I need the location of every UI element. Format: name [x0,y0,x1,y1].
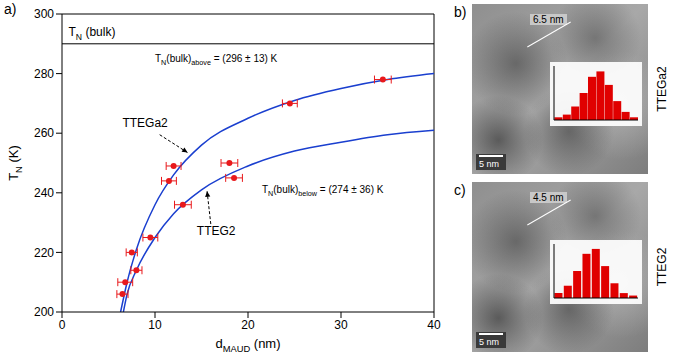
svg-text:220: 220 [34,246,54,260]
html-text:c): c) [454,182,466,198]
svg-text:240: 240 [34,186,54,200]
html-text:5 nm: 5 nm [479,159,499,169]
svg-text:TTEGa2: TTEGa2 [655,66,669,112]
svg-text:a): a) [4,1,16,17]
svg-text:TTEGa2: TTEGa2 [122,116,168,130]
svg-text:TTEG2: TTEG2 [655,247,669,286]
svg-text:200: 200 [34,305,54,319]
svg-text:10: 10 [148,318,162,332]
svg-text:260: 260 [34,126,54,140]
svg-text:TTEG2: TTEG2 [197,224,236,238]
svg-text:20: 20 [241,318,255,332]
svg-text:TN(bulk)above = (296 ± 13) K: TN(bulk)above = (296 ± 13) K [155,53,278,67]
svg-text:dMAUD (nm): dMAUD (nm) [215,336,280,354]
html-text:b): b) [454,4,467,20]
svg-text:TN (K): TN (K) [6,145,24,181]
html-text:5 nm: 5 nm [479,337,499,347]
svg-text:30: 30 [334,318,348,332]
svg-text:0: 0 [59,318,66,332]
svg-text:TN(bulk)below = (274 ± 36) K: TN(bulk)below = (274 ± 36) K [262,184,384,198]
svg-text:40: 40 [427,318,441,332]
svg-text:TN (bulk): TN (bulk) [69,25,116,42]
html-text:4.5 nm: 4.5 nm [533,192,564,203]
svg-text:300: 300 [34,7,54,21]
html-text:6.5 nm: 6.5 nm [533,14,564,25]
svg-text:280: 280 [34,67,54,81]
